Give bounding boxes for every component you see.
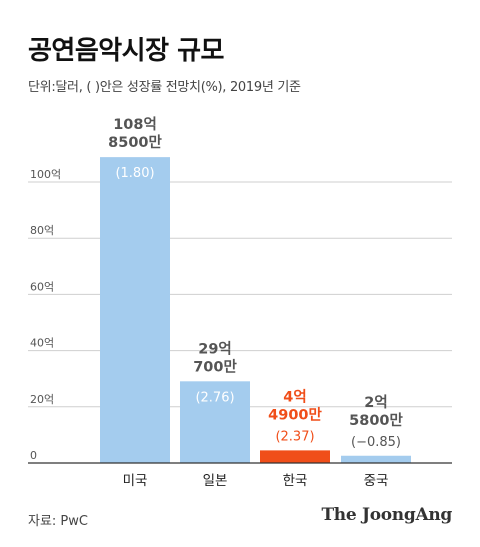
value-label: 700만 (193, 358, 237, 375)
value-label: 108억 (113, 115, 157, 133)
y-tick-label: 40억 (30, 337, 54, 350)
growth-label: (−0.85) (351, 435, 401, 450)
bar (100, 157, 170, 463)
value-label: 2억 (364, 393, 387, 411)
growth-label: (2.76) (195, 390, 234, 405)
bar (180, 381, 250, 463)
value-label: 4900만 (268, 406, 322, 423)
x-tick-label: 미국 (123, 473, 148, 489)
value-label: 4억 (283, 387, 306, 405)
growth-label: (1.80) (115, 166, 154, 181)
growth-label: (2.37) (275, 429, 314, 444)
y-tick-label: 80억 (30, 224, 54, 237)
x-tick-label: 일본 (203, 473, 228, 489)
chart-title: 공연음악시장 규모 (28, 36, 224, 66)
bar (260, 450, 330, 463)
y-tick-label: 100억 (30, 168, 61, 181)
bar (341, 455, 411, 463)
y-tick-label: 60억 (30, 280, 54, 293)
y-tick-label: 0 (30, 449, 37, 462)
brand-logo: The JoongAng (321, 505, 452, 525)
chart-subtitle: 단위:달러, ( )안은 성장률 전망치(%), 2019년 기준 (28, 80, 301, 95)
value-label: 8500만 (108, 134, 162, 151)
x-tick-label: 한국 (283, 473, 308, 489)
x-tick-label: 중국 (364, 473, 389, 489)
value-label: 29억 (198, 339, 232, 357)
value-label: 5800만 (349, 412, 403, 429)
y-tick-label: 20억 (30, 393, 54, 406)
source-note: 자료: PwC (28, 514, 88, 529)
